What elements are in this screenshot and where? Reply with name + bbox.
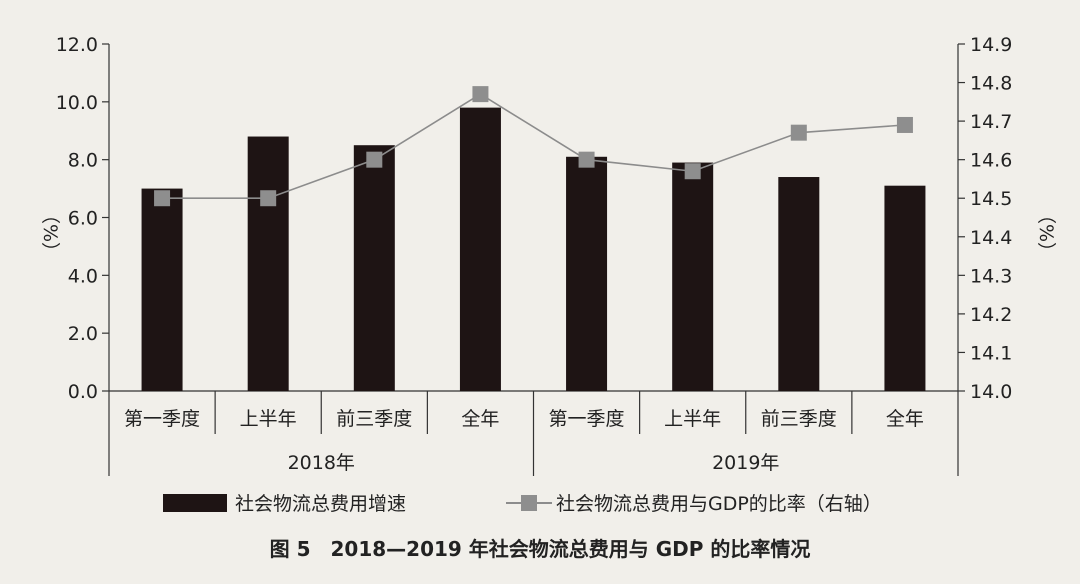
labels-group: 0.0 2.0 4.0 6.0 8.0 10.0 12.0 14.0 14.1 14.2 14.3 1… [56, 34, 1013, 474]
bar [672, 162, 714, 391]
line-point [472, 86, 489, 103]
legend: 社会物流总费用增速 社会物流总费用与GDP的比率（右轴） [163, 493, 882, 515]
x-group-label: 2018年 [288, 452, 355, 474]
right-axis-tick-label: 14.7 [970, 111, 1012, 133]
legend-bar-label: 社会物流总费用增速 [235, 493, 406, 515]
x-tick-label: 上半年 [240, 408, 297, 430]
bar [566, 156, 608, 391]
right-axis-tick-label: 14.9 [970, 34, 1012, 56]
right-axis-tick-label: 14.4 [970, 227, 1012, 249]
x-tick-label: 上半年 [664, 408, 721, 430]
bar [778, 177, 820, 391]
legend-line-marker [521, 495, 537, 511]
bar [141, 188, 183, 391]
figure-caption: 图 5 2018—2019 年社会物流总费用与 GDP 的比率情况 [270, 537, 811, 561]
x-tick-label: 全年 [461, 408, 499, 430]
bar [353, 145, 395, 391]
bar [884, 185, 926, 391]
line-point [154, 190, 171, 207]
line-point [366, 151, 383, 168]
line-point [790, 124, 807, 141]
right-axis-tick-label: 14.2 [970, 304, 1012, 326]
axes-group [102, 43, 965, 476]
bar [459, 107, 501, 391]
line-point [896, 116, 913, 133]
right-axis-tick-label: 14.5 [970, 188, 1012, 210]
x-tick-label: 第一季度 [124, 408, 200, 430]
right-axis-tick-label: 14.6 [970, 150, 1012, 172]
left-axis-tick-label: 6.0 [68, 208, 98, 230]
line-point [578, 151, 595, 168]
x-tick-label: 前三季度 [761, 408, 837, 430]
left-axis-tick-label: 2.0 [68, 323, 98, 345]
right-axis-tick-label: 14.8 [970, 73, 1012, 95]
left-axis-tick-label: 0.0 [68, 381, 98, 403]
left-axis-unit-label: （%） [39, 205, 61, 261]
line-path [162, 93, 905, 200]
right-axis-tick-label: 14.3 [970, 265, 1012, 287]
legend-line-label: 社会物流总费用与GDP的比率（右轴） [556, 493, 882, 515]
line-point [260, 190, 277, 207]
left-axis-tick-label: 8.0 [68, 150, 98, 172]
left-axis-tick-label: 12.0 [56, 34, 98, 56]
x-tick-label: 前三季度 [336, 408, 412, 430]
right-axis-tick-label: 14.0 [970, 381, 1012, 403]
right-axis-unit-label: （%） [1035, 205, 1057, 261]
left-axis-tick-label: 4.0 [68, 265, 98, 287]
x-tick-label: 第一季度 [549, 408, 625, 430]
bar [247, 136, 289, 391]
bar-series [141, 107, 926, 391]
legend-bar-swatch [163, 494, 227, 512]
x-tick-label: 全年 [886, 408, 924, 430]
line-series [154, 86, 913, 207]
right-axis-tick-label: 14.1 [970, 342, 1012, 364]
x-group-label: 2019年 [712, 452, 779, 474]
left-axis-tick-label: 10.0 [56, 92, 98, 114]
line-point [684, 163, 701, 180]
